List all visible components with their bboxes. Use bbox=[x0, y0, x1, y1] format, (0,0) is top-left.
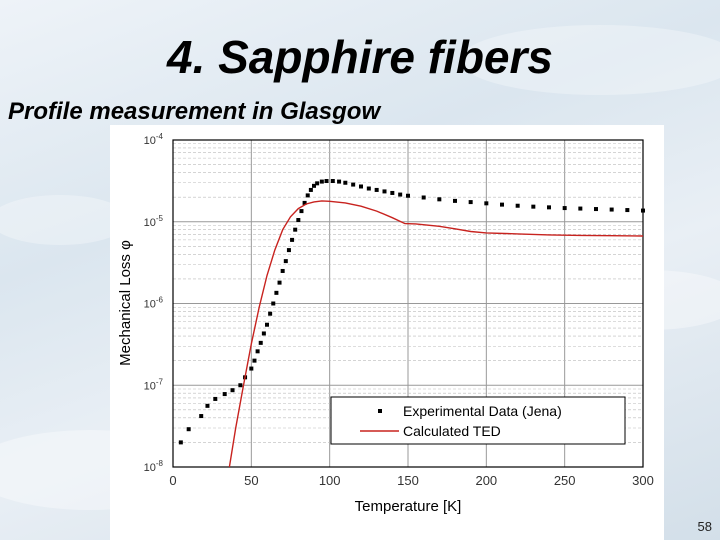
data-point-experimental bbox=[213, 396, 218, 401]
data-point-experimental bbox=[330, 179, 335, 184]
x-tick-label: 300 bbox=[632, 473, 654, 488]
data-point-experimental bbox=[562, 206, 567, 211]
data-point-experimental bbox=[299, 209, 304, 214]
legend-label-experimental: Experimental Data (Jena) bbox=[403, 403, 562, 419]
data-point-experimental bbox=[547, 205, 551, 210]
y-tick-label: 10-6 bbox=[144, 296, 164, 311]
data-point-experimental bbox=[343, 180, 348, 185]
x-tick-label: 50 bbox=[244, 473, 258, 488]
y-tick-label: 10-8 bbox=[144, 459, 164, 474]
chart-panel: 0 50 100 150 200 250 300 10-4 10-5 10-6 10-7 10-8 T… bbox=[110, 125, 664, 540]
data-point-experimental bbox=[315, 181, 320, 186]
data-point-experimental bbox=[286, 248, 291, 253]
data-point-experimental bbox=[271, 301, 276, 306]
data-point-experimental bbox=[609, 207, 614, 212]
data-point-experimental bbox=[255, 349, 260, 354]
data-point-experimental bbox=[230, 388, 235, 393]
data-point-experimental bbox=[280, 268, 285, 273]
data-point-experimental bbox=[186, 427, 191, 432]
data-point-experimental bbox=[238, 383, 243, 388]
legend-box bbox=[330, 396, 626, 445]
y-tick-label: 10-5 bbox=[144, 214, 164, 229]
y-tick-label: 10-7 bbox=[144, 377, 164, 392]
y-tick-label: 10-4 bbox=[144, 132, 164, 147]
data-point-experimental bbox=[437, 197, 442, 202]
series-line-calculated-ted bbox=[228, 200, 644, 468]
data-point-experimental bbox=[500, 202, 504, 207]
data-point-experimental bbox=[625, 208, 630, 213]
x-axis-label: Temperature [K] bbox=[355, 498, 462, 515]
data-point-experimental bbox=[453, 198, 457, 203]
legend: Experimental Data (Jena) Calculated TED bbox=[330, 396, 626, 445]
slide-subtitle: Profile measurement in Glasgow bbox=[8, 98, 381, 125]
y-axis-label: Mechanical Loss φ bbox=[117, 240, 134, 366]
slide-title: 4. Sapphire fibers bbox=[166, 31, 553, 83]
data-point-experimental bbox=[382, 189, 387, 194]
data-point-experimental bbox=[421, 195, 426, 200]
data-point-experimental bbox=[178, 440, 183, 445]
data-point-experimental bbox=[398, 192, 403, 197]
data-point-experimental bbox=[359, 184, 363, 189]
x-tick-label: 150 bbox=[397, 473, 419, 488]
data-point-experimental bbox=[578, 206, 583, 211]
data-point-experimental bbox=[594, 207, 598, 212]
legend-marker-experimental bbox=[378, 409, 382, 413]
data-point-experimental bbox=[261, 331, 266, 336]
data-point-experimental bbox=[312, 183, 316, 188]
data-point-experimental bbox=[308, 187, 313, 192]
data-point-experimental bbox=[302, 200, 307, 205]
legend-label-ted: Calculated TED bbox=[403, 423, 501, 439]
data-point-experimental bbox=[468, 200, 473, 205]
series bbox=[178, 179, 645, 468]
page-number: 58 bbox=[697, 519, 712, 534]
data-point-experimental bbox=[274, 290, 279, 295]
data-point-experimental bbox=[265, 322, 269, 327]
data-point-experimental bbox=[277, 280, 282, 285]
x-tick-label: 250 bbox=[554, 473, 576, 488]
data-point-experimental bbox=[283, 259, 288, 264]
data-point-experimental bbox=[252, 358, 257, 363]
data-point-experimental bbox=[374, 187, 379, 192]
data-point-experimental bbox=[531, 204, 536, 209]
x-tick-label: 200 bbox=[475, 473, 497, 488]
data-point-experimental bbox=[290, 237, 295, 242]
data-point-experimental bbox=[366, 186, 371, 191]
data-point-experimental bbox=[258, 340, 263, 345]
data-point-experimental bbox=[296, 218, 301, 223]
data-point-experimental bbox=[390, 190, 395, 195]
data-point-experimental bbox=[268, 311, 273, 316]
data-point-experimental bbox=[293, 227, 298, 232]
data-point-experimental bbox=[324, 179, 329, 184]
data-point-experimental bbox=[205, 403, 210, 408]
axis-ticks: 0 50 100 150 200 250 300 10-4 10-5 10-6 10-7 10-8 bbox=[144, 132, 654, 488]
data-point-experimental bbox=[641, 208, 645, 213]
data-point-experimental bbox=[406, 193, 410, 198]
mechanical-loss-chart: 0 50 100 150 200 250 300 10-4 10-5 10-6 10-7 10-8 T… bbox=[117, 132, 654, 515]
plot-frame bbox=[172, 139, 644, 468]
x-tick-label: 0 bbox=[169, 473, 176, 488]
data-point-experimental bbox=[249, 366, 254, 371]
x-tick-label: 100 bbox=[319, 473, 341, 488]
data-point-experimental bbox=[337, 179, 342, 184]
data-point-experimental bbox=[199, 414, 204, 419]
data-point-experimental bbox=[484, 201, 489, 206]
data-point-experimental bbox=[515, 203, 520, 208]
data-point-experimental bbox=[319, 179, 324, 184]
data-point-experimental bbox=[351, 182, 356, 187]
data-point-experimental bbox=[222, 392, 227, 397]
data-point-experimental bbox=[305, 193, 310, 198]
